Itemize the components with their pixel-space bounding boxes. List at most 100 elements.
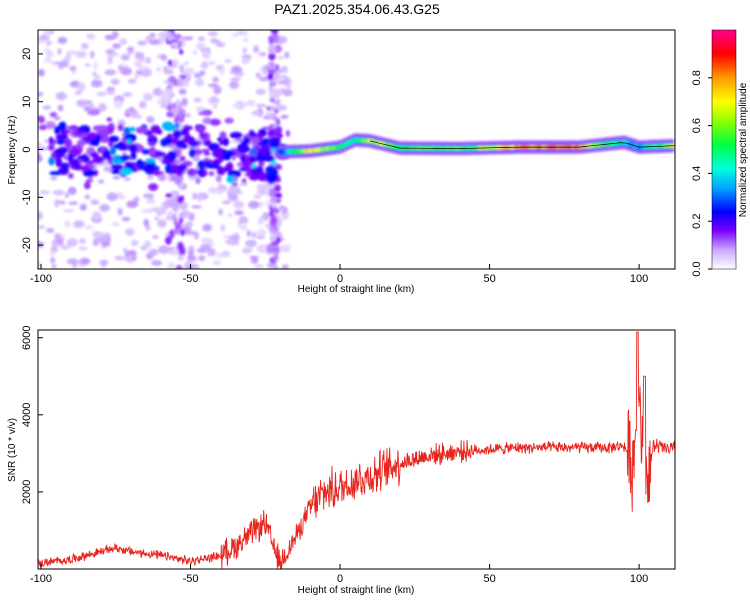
noise-column-blob xyxy=(274,125,283,135)
band-blob xyxy=(108,135,120,143)
colorbar-label: Normalized spectral amplitude xyxy=(738,82,749,217)
band-blob xyxy=(109,146,117,156)
noise-column-blob xyxy=(172,58,179,66)
noise-blob xyxy=(38,241,45,248)
noise-blob xyxy=(241,248,252,254)
noise-blob xyxy=(198,255,206,262)
noise-blob xyxy=(199,243,211,251)
noise-blob xyxy=(66,258,79,265)
noise-blob xyxy=(146,116,155,124)
noise-blob xyxy=(131,114,143,119)
band-blob xyxy=(95,134,102,142)
noise-column-blob xyxy=(273,253,279,262)
band-blob xyxy=(79,165,91,172)
noise-blob xyxy=(239,181,249,187)
noise-blob xyxy=(38,124,48,131)
band-blob xyxy=(72,161,79,166)
noise-blob xyxy=(232,103,240,109)
noise-blob xyxy=(85,224,93,230)
band-blob xyxy=(129,126,136,132)
noise-blob xyxy=(43,57,52,63)
band-blob xyxy=(165,163,174,173)
noise-blob xyxy=(224,59,233,63)
noise-blob xyxy=(207,31,219,37)
noise-column-blob xyxy=(177,42,182,50)
band-blob xyxy=(163,124,177,132)
band-blob xyxy=(107,127,114,135)
noise-blob xyxy=(209,118,221,126)
band-blob xyxy=(147,141,156,147)
noise-blob xyxy=(98,103,107,112)
band-blob xyxy=(110,164,124,171)
band-blob xyxy=(172,129,182,140)
y-tick-label: 6000 xyxy=(21,325,33,349)
noise-blob xyxy=(92,231,104,239)
noise-blob xyxy=(49,250,55,256)
noise-blob xyxy=(51,264,57,269)
band-blob xyxy=(198,132,208,140)
band-blob xyxy=(236,143,250,154)
noise-column-blob xyxy=(169,249,176,256)
noise-blob xyxy=(105,49,115,55)
noise-blob xyxy=(138,65,151,71)
band-blob xyxy=(171,163,179,172)
noise-blob xyxy=(187,254,196,262)
noise-blob xyxy=(253,45,260,54)
band-blob xyxy=(155,151,166,157)
noise-blob xyxy=(151,260,163,266)
band-blob xyxy=(54,125,60,135)
band-blob xyxy=(58,121,67,132)
noise-blob xyxy=(114,255,124,261)
noise-blob xyxy=(99,203,110,212)
noise-blob xyxy=(68,125,79,130)
snr-frame xyxy=(37,329,676,570)
noise-blob xyxy=(282,88,293,97)
noise-blob xyxy=(57,60,69,68)
band-blob xyxy=(219,131,227,140)
noise-blob xyxy=(55,91,67,101)
snr-x-ticks: -100 -50 0 50 100 xyxy=(30,564,648,585)
noise-blob xyxy=(106,87,116,91)
noise-blob xyxy=(85,179,94,183)
snr-y-ticks: 2000 4000 6000 xyxy=(21,325,43,504)
noise-blob xyxy=(54,200,66,204)
noise-column-blob xyxy=(270,232,277,242)
noise-blob xyxy=(73,220,85,228)
spectrogram-heatmap xyxy=(38,30,675,269)
noise-blob xyxy=(231,33,238,38)
noise-column-blob xyxy=(179,155,186,162)
noise-blob xyxy=(202,117,213,125)
noise-blob xyxy=(46,227,55,233)
noise-blob xyxy=(207,247,216,257)
noise-blob xyxy=(136,40,147,46)
noise-blob xyxy=(86,33,96,40)
noise-blob xyxy=(212,76,219,83)
noise-blob xyxy=(143,92,153,102)
noise-column-blob xyxy=(166,104,174,111)
noise-blob xyxy=(87,110,100,116)
noise-column-blob xyxy=(178,109,184,119)
noise-blob xyxy=(228,185,241,193)
noise-blob xyxy=(192,50,198,55)
noise-column-blob xyxy=(174,177,182,185)
noise-blob xyxy=(231,65,242,74)
spectrogram-y-axis-label: Frequency (Hz) xyxy=(7,116,18,185)
noise-blob xyxy=(242,47,248,54)
noise-column-blob xyxy=(167,59,173,66)
noise-column-blob xyxy=(174,222,182,230)
noise-blob xyxy=(185,36,194,41)
band-blob xyxy=(177,164,188,172)
noise-blob xyxy=(45,121,56,130)
noise-blob xyxy=(143,240,152,249)
noise-blob xyxy=(197,196,204,202)
band-blob xyxy=(265,173,278,183)
noise-blob xyxy=(215,42,226,48)
noise-column-blob xyxy=(275,208,280,214)
noise-column-blob xyxy=(177,254,184,261)
noise-blob xyxy=(163,66,169,70)
noise-blob xyxy=(158,173,167,182)
noise-blob xyxy=(97,179,105,184)
noise-blob xyxy=(195,106,206,112)
noise-blob xyxy=(143,218,149,227)
